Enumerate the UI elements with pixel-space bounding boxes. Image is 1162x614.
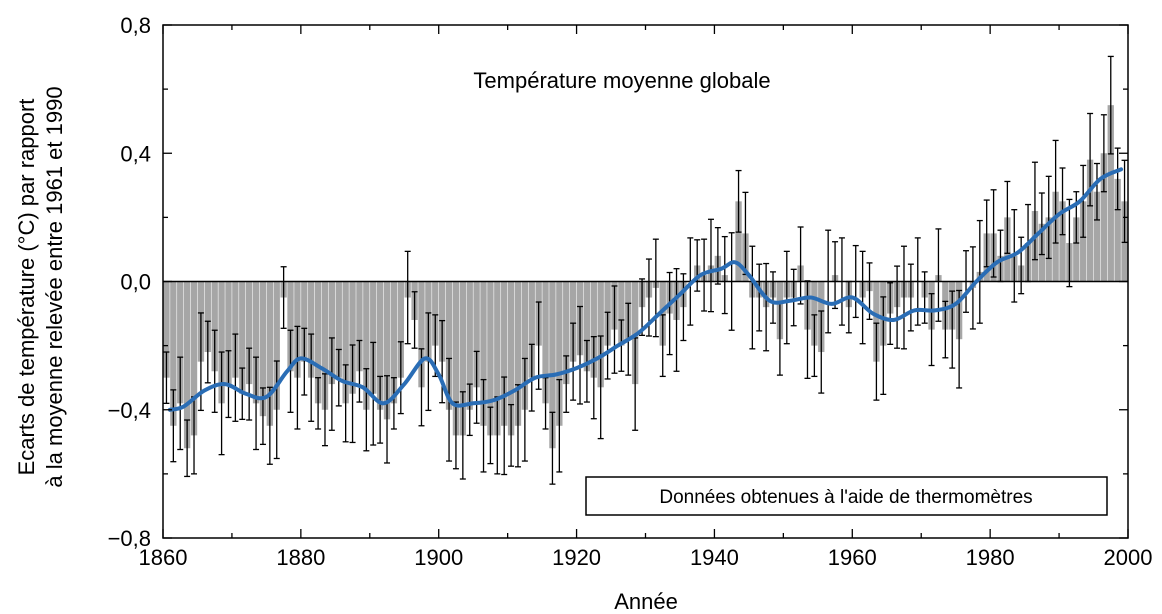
y-axis-title-line2: à la moyenne relevée entre 1961 et 1990	[42, 86, 67, 487]
bar	[1059, 201, 1066, 282]
bar	[1086, 159, 1094, 282]
bar	[466, 281, 473, 410]
x-axis-title: Année	[614, 589, 678, 614]
y-tick-label: 0,8	[120, 13, 151, 38]
bar	[356, 281, 363, 372]
bar	[287, 281, 294, 372]
x-tick-label: 1940	[690, 545, 739, 570]
bar	[494, 281, 501, 436]
bar	[245, 281, 253, 385]
bar	[314, 281, 322, 404]
bar	[549, 281, 556, 449]
y-axis-title-line1: Ecarts de température (°C) par rapport	[14, 99, 39, 476]
bar	[1107, 105, 1114, 282]
bar	[183, 281, 191, 449]
bar	[528, 281, 535, 378]
x-tick-label: 1960	[828, 545, 877, 570]
x-tick-label: 1900	[414, 545, 463, 570]
bar	[432, 281, 439, 346]
annotation-text: Données obtenues à l'aide de thermomètre…	[659, 487, 1032, 508]
bar	[618, 281, 625, 346]
bar	[597, 281, 604, 388]
bar	[259, 281, 267, 417]
bar	[266, 281, 274, 426]
x-tick-labels: 1860 1880 1900 1920 1940 1960 1980 2000	[139, 545, 1153, 570]
x-tick-label: 2000	[1104, 545, 1153, 570]
x-tick-label: 1980	[966, 545, 1015, 570]
bar	[514, 281, 522, 426]
bar	[569, 281, 577, 362]
error-bars-layer	[163, 55, 1128, 485]
bar	[631, 281, 639, 385]
bar	[321, 281, 329, 410]
bar	[342, 281, 349, 404]
bar	[397, 281, 404, 378]
bar	[1080, 201, 1087, 282]
bar	[204, 281, 211, 353]
bar	[390, 281, 398, 404]
bar	[239, 281, 246, 394]
bar	[349, 281, 356, 394]
bar	[273, 281, 280, 410]
bar	[376, 281, 384, 410]
bar	[445, 281, 453, 410]
bar	[190, 281, 198, 436]
smoothed-trend-line	[167, 167, 1124, 412]
bar	[363, 281, 370, 410]
bar	[556, 281, 563, 426]
bar	[252, 281, 260, 404]
bar	[521, 281, 529, 410]
bar	[735, 201, 742, 282]
bar	[542, 281, 549, 404]
bar	[163, 281, 170, 378]
bar	[308, 281, 315, 378]
bar	[335, 281, 342, 378]
bar	[232, 281, 239, 378]
bar	[590, 281, 597, 378]
bar	[563, 281, 570, 385]
x-tick-label: 1880	[276, 545, 325, 570]
bar	[501, 281, 508, 426]
bar	[218, 281, 225, 404]
bar	[659, 281, 666, 346]
bar	[473, 281, 480, 388]
y-tick-labels: −0,8 −0,4 0,0 0,4 0,8	[108, 13, 151, 551]
y-tick-label: −0,4	[108, 398, 151, 423]
bar	[225, 281, 232, 385]
bar	[418, 281, 425, 388]
bar	[1093, 191, 1101, 282]
x-tick-label: 1920	[552, 545, 601, 570]
bar	[873, 281, 880, 362]
bar	[459, 281, 467, 436]
bar	[1114, 178, 1121, 282]
annotation-box	[585, 476, 1108, 516]
bar	[507, 281, 515, 436]
y-tick-label: 0,0	[120, 270, 151, 295]
bar	[583, 281, 591, 372]
axis-ticks	[162, 24, 1129, 539]
bar	[811, 281, 818, 346]
bar	[1100, 153, 1108, 282]
bar	[452, 281, 460, 436]
bar	[480, 281, 487, 426]
y-tick-label: 0,4	[120, 141, 151, 166]
y-tick-label: −0,8	[108, 526, 151, 551]
bar	[1073, 217, 1080, 282]
bar	[177, 281, 184, 404]
bar	[383, 281, 391, 420]
bar	[211, 281, 218, 372]
x-tick-label: 1860	[139, 545, 188, 570]
bar	[328, 281, 336, 385]
bar	[487, 281, 494, 436]
bar	[301, 281, 308, 362]
bar	[370, 281, 377, 394]
chart-title: Température moyenne globale	[473, 68, 770, 93]
bar	[170, 281, 177, 426]
